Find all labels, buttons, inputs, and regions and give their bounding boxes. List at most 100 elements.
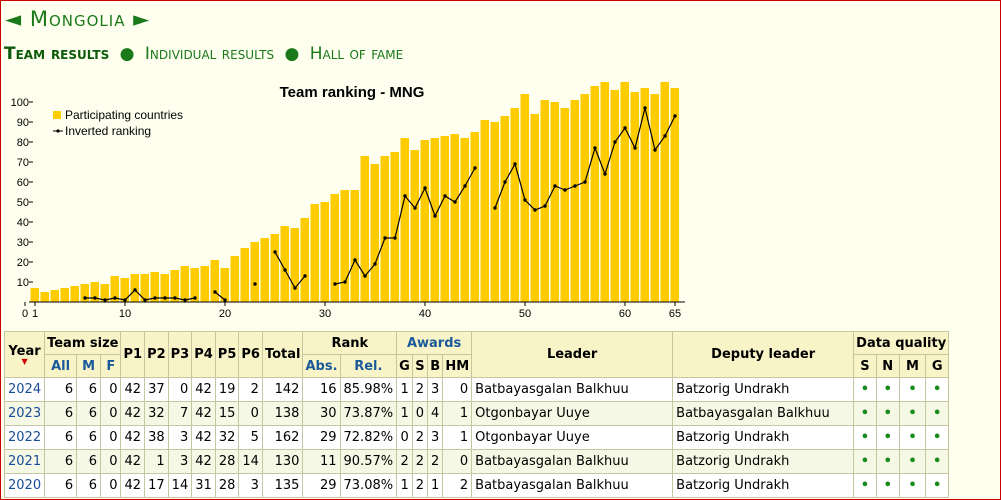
ranking-point (83, 296, 87, 300)
cell-hm: 1 (442, 401, 473, 426)
bar-participating-countries (640, 88, 649, 302)
cell-all: 6 (44, 449, 78, 474)
cell-bronze: 1 (427, 473, 444, 498)
col-hm: HM (442, 354, 473, 378)
cell-p3: 7 (167, 401, 193, 426)
bar-participating-countries (650, 94, 659, 302)
cell-dq-s: • (853, 377, 877, 402)
cell-leader: Otgonbayar Uuye (471, 425, 674, 450)
table-row: 2020 6 6 0 42 17 14 31 28 3 135 29 73.08% 1 2 1 2 Batbaya… (3, 473, 950, 498)
cell-m: 6 (76, 377, 102, 402)
cell-p5: 19 (214, 377, 240, 402)
bar-participating-countries (580, 94, 589, 302)
bar-participating-countries (400, 138, 409, 302)
prev-country-arrow[interactable]: ◄ (5, 7, 23, 31)
bar-participating-countries (50, 290, 59, 302)
row-year[interactable]: 2021 (3, 449, 46, 474)
cell-p2: 17 (144, 473, 169, 498)
tab-individual-results[interactable]: Individual results (144, 44, 275, 64)
cell-p2: 38 (144, 425, 169, 450)
ranking-point (383, 236, 387, 240)
cell-f: 0 (100, 449, 122, 474)
y-tick-label: 90 (17, 117, 29, 129)
next-country-arrow[interactable]: ► (133, 7, 151, 31)
chart-legend: Participating countries Inverted ranking (53, 108, 183, 138)
col-m[interactable]: M (76, 354, 102, 378)
bar-participating-countries (260, 238, 269, 302)
cell-p4: 42 (191, 377, 216, 402)
col-awards[interactable]: Awards (396, 331, 473, 355)
ranking-point (663, 134, 667, 138)
ranking-point (283, 268, 287, 272)
col-f[interactable]: F (100, 354, 122, 378)
cell-dq-n: • (875, 449, 900, 474)
cell-m: 6 (76, 401, 102, 426)
bar-participating-countries (300, 218, 309, 302)
cell-hm: 1 (442, 425, 473, 450)
cell-silver: 2 (411, 449, 429, 474)
cell-m: 6 (76, 473, 102, 498)
bar-participating-countries (310, 204, 319, 302)
col-all[interactable]: All (44, 354, 78, 378)
cell-p5: 32 (214, 425, 240, 450)
cell-p5: 15 (214, 401, 240, 426)
ranking-point (343, 280, 347, 284)
y-tick-label: 10 (17, 277, 29, 289)
row-year[interactable]: 2022 (3, 425, 46, 450)
cell-deputy-leader: Batzorig Undrakh (672, 425, 855, 450)
bar-participating-countries (160, 274, 169, 302)
country-name: Mongolia (29, 7, 126, 31)
country-title: ◄ Mongolia ► (5, 7, 150, 31)
cell-dq-m: • (898, 449, 927, 474)
ranking-line-segment (274, 251, 306, 290)
cell-bronze: 3 (427, 377, 444, 402)
ranking-point (403, 194, 407, 198)
bar-participating-countries (140, 274, 149, 302)
table-row: 2023 6 6 0 42 32 7 42 15 0 138 30 73.87% 1 0 4 1 Otgonbay… (3, 401, 950, 426)
cell-p1: 42 (120, 473, 146, 498)
cell-gold: 1 (396, 401, 413, 426)
bar-participating-countries (190, 268, 199, 302)
bar-participating-countries (40, 292, 49, 302)
ranking-point (363, 274, 367, 278)
cell-silver: 0 (411, 401, 429, 426)
bar-participating-countries (570, 100, 579, 302)
bar-participating-countries (340, 190, 349, 302)
bar-participating-countries (280, 226, 289, 302)
cell-p2: 37 (144, 377, 169, 402)
cell-deputy-leader: Batzorig Undrakh (672, 449, 855, 474)
cell-dq-m: • (898, 377, 927, 402)
y-tick-label: 40 (17, 217, 29, 229)
row-year[interactable]: 2023 (3, 401, 46, 426)
cell-all: 6 (44, 425, 78, 450)
cell-dq-n: • (875, 425, 900, 450)
col-year[interactable]: Year ▼ (3, 331, 46, 378)
cell-leader: Batbayasgalan Balkhuu (471, 473, 674, 498)
cell-p4: 31 (191, 473, 216, 498)
team-ranking-chart: 10 20 30 40 50 60 70 80 90 100 0 1 10 20 30 40 50 60 65 Te… (11, 82, 685, 320)
tab-hall-of-fame[interactable]: Hall of fame (309, 44, 404, 64)
col-rank-abs[interactable]: Abs. (302, 354, 341, 378)
col-bronze: B (427, 354, 444, 378)
ranking-point (423, 186, 427, 190)
cell-dq-g: • (925, 473, 950, 498)
sort-down-icon[interactable]: ▼ (21, 357, 28, 366)
ranking-point (293, 286, 297, 290)
cell-p1: 42 (120, 425, 146, 450)
ranking-point (583, 180, 587, 184)
row-year[interactable]: 2024 (3, 377, 46, 402)
tab-team-results[interactable]: Team results (4, 44, 110, 64)
legend-bar-swatch (53, 111, 61, 119)
ranking-point (603, 172, 607, 176)
bar-participating-countries (110, 276, 119, 302)
row-year[interactable]: 2020 (3, 473, 46, 498)
x-tick-label: 50 (519, 308, 531, 320)
col-rank-rel[interactable]: Rel. (339, 354, 398, 378)
col-rank: Rank (302, 331, 398, 355)
bar-participating-countries (80, 284, 89, 302)
x-tick-label: 20 (219, 308, 231, 320)
bar-participating-countries (70, 286, 79, 302)
legend-bar-label: Participating countries (65, 108, 183, 122)
bar-participating-countries (460, 138, 469, 302)
x-tick-label: 65 (669, 308, 681, 320)
